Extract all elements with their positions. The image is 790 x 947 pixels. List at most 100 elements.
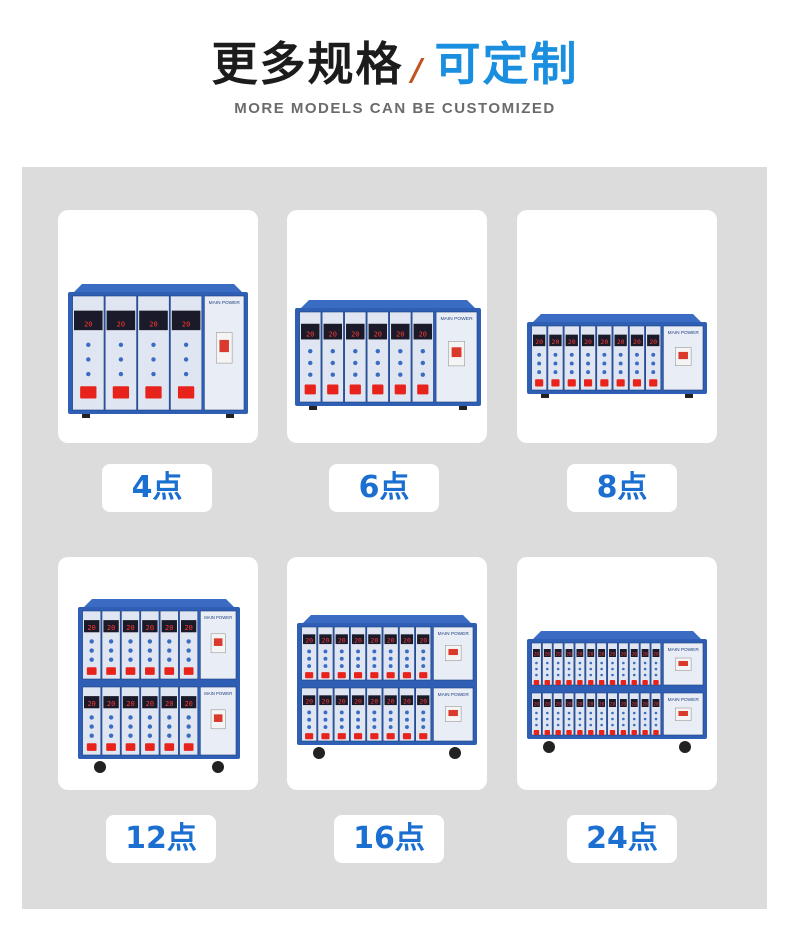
product-grid-panel: 20 20 20 20 MAIN POWER 20 20 20 20 20 20 MAIN POWE… xyxy=(22,167,767,909)
svg-text:20: 20 xyxy=(632,702,638,708)
product-image: 20 20 20 20 20 20 20 20 MAIN POWER xyxy=(517,210,717,443)
svg-text:20: 20 xyxy=(588,652,594,658)
svg-text:20: 20 xyxy=(556,702,562,708)
product-image: 20 20 20 20 20 20 20 20 MAIN POWER 20 20 20 20 20 20 20… xyxy=(287,557,487,790)
controller-module: 20 xyxy=(366,311,389,403)
controller-module: 20 xyxy=(299,311,322,403)
main-power-panel: MAIN POWER xyxy=(435,311,478,403)
svg-text:20: 20 xyxy=(577,652,583,658)
controller-module: 20 xyxy=(607,642,618,686)
controller-module: 20 xyxy=(531,692,542,736)
svg-text:MAIN POWER: MAIN POWER xyxy=(668,330,700,336)
controller-module: 20 xyxy=(574,692,586,736)
controller-module: 20 xyxy=(366,687,383,742)
svg-text:20: 20 xyxy=(617,338,625,346)
svg-text:20: 20 xyxy=(146,624,154,632)
product-card-16[interactable]: 20 20 20 20 20 20 20 20 MAIN POWER 20 20 20 20 20 20 20… xyxy=(287,557,487,790)
svg-text:20: 20 xyxy=(149,321,157,329)
svg-text:20: 20 xyxy=(599,702,605,708)
main-power-panel: MAIN POWER xyxy=(433,687,474,742)
controller-module: 20 xyxy=(82,610,102,680)
product-image: 20 20 20 20 20 20 MAIN POWER xyxy=(287,210,487,443)
cabinet-illustration: 20 20 20 20 20 20 20 20 MAIN POWER 20 20 20 20 20 20 20… xyxy=(297,615,477,759)
product-label-16: 16点 xyxy=(334,815,444,863)
svg-text:20: 20 xyxy=(107,624,115,632)
svg-text:20: 20 xyxy=(568,338,576,346)
product-label-24: 24点 xyxy=(567,815,677,863)
svg-text:MAIN POWER: MAIN POWER xyxy=(204,615,232,620)
page-title: 更多规格 / 可定制 xyxy=(0,28,790,94)
svg-text:20: 20 xyxy=(649,338,657,346)
svg-text:20: 20 xyxy=(305,636,313,644)
svg-text:20: 20 xyxy=(577,702,583,708)
controller-module: 20 xyxy=(415,687,432,742)
svg-text:20: 20 xyxy=(146,700,154,708)
controller-module: 20 xyxy=(333,687,350,742)
svg-text:20: 20 xyxy=(621,652,627,658)
controller-module: 20 xyxy=(137,295,170,411)
controller-module: 20 xyxy=(596,692,607,736)
product-card-4[interactable]: 20 20 20 20 MAIN POWER xyxy=(58,210,258,443)
svg-text:20: 20 xyxy=(642,652,648,658)
cabinet-illustration: 20 20 20 20 20 20 20 20 20 20 20 20 MAIN POWER 20 20 20… xyxy=(527,631,707,753)
svg-text:20: 20 xyxy=(535,338,543,346)
product-label-8: 8点 xyxy=(567,464,677,512)
controller-module: 20 xyxy=(179,610,199,680)
svg-text:20: 20 xyxy=(545,652,551,658)
controller-module: 20 xyxy=(82,686,102,756)
controller-module: 20 xyxy=(121,686,140,756)
controller-module: 20 xyxy=(618,692,629,736)
product-card-24[interactable]: 20 20 20 20 20 20 20 20 20 20 20 20 MAIN POWER 20 20 20… xyxy=(517,557,717,790)
controller-module: 20 xyxy=(179,686,199,756)
svg-text:20: 20 xyxy=(588,702,594,708)
product-card-6[interactable]: 20 20 20 20 20 20 MAIN POWER xyxy=(287,210,487,443)
svg-text:20: 20 xyxy=(642,702,648,708)
main-power-panel: MAIN POWER xyxy=(663,692,704,736)
controller-module: 20 xyxy=(580,325,596,391)
svg-text:20: 20 xyxy=(566,702,572,708)
controller-module: 20 xyxy=(553,692,564,736)
controller-module: 20 xyxy=(389,311,412,403)
svg-text:20: 20 xyxy=(184,624,192,632)
controller-module: 20 xyxy=(618,642,629,686)
page-header: 更多规格 / 可定制 MORE MODELS CAN BE CUSTOMIZED xyxy=(0,0,790,150)
main-power-panel: MAIN POWER xyxy=(433,626,474,681)
svg-text:MAIN POWER: MAIN POWER xyxy=(668,647,700,653)
main-power-panel: MAIN POWER xyxy=(200,686,237,756)
controller-module: 20 xyxy=(317,626,334,681)
controller-module: 20 xyxy=(366,626,383,681)
product-image: 20 20 20 20 20 20 20 20 20 20 20 20 MAIN POWER 20 20 20… xyxy=(517,557,717,790)
controller-module: 20 xyxy=(104,295,137,411)
svg-text:20: 20 xyxy=(403,636,411,644)
title-slash: / xyxy=(411,53,425,88)
main-power-panel: MAIN POWER xyxy=(204,295,245,411)
svg-text:20: 20 xyxy=(653,702,659,708)
svg-text:20: 20 xyxy=(599,652,605,658)
svg-text:20: 20 xyxy=(351,331,359,339)
svg-text:20: 20 xyxy=(329,331,337,339)
controller-module: 20 xyxy=(382,687,399,742)
svg-text:20: 20 xyxy=(322,636,330,644)
product-card-8[interactable]: 20 20 20 20 20 20 20 20 MAIN POWER xyxy=(517,210,717,443)
svg-text:20: 20 xyxy=(107,700,115,708)
svg-text:20: 20 xyxy=(87,624,95,632)
svg-text:20: 20 xyxy=(632,652,638,658)
svg-text:20: 20 xyxy=(165,624,173,632)
product-label-6: 6点 xyxy=(329,464,439,512)
svg-text:20: 20 xyxy=(354,636,362,644)
controller-module: 20 xyxy=(553,642,564,686)
svg-text:20: 20 xyxy=(610,652,616,658)
controller-module: 20 xyxy=(531,642,542,686)
controller-module: 20 xyxy=(574,642,586,686)
svg-text:20: 20 xyxy=(305,697,313,705)
controller-module: 20 xyxy=(650,642,662,686)
controller-module: 20 xyxy=(317,687,334,742)
page-subtitle: MORE MODELS CAN BE CUSTOMIZED xyxy=(234,100,556,117)
controller-module: 20 xyxy=(563,325,580,391)
svg-text:20: 20 xyxy=(396,331,404,339)
main-power-panel: MAIN POWER xyxy=(200,610,237,680)
controller-module: 20 xyxy=(629,692,640,736)
product-card-12[interactable]: 20 20 20 20 20 20 MAIN POWER 20 20 20 20 20 20 MAIN P… xyxy=(58,557,258,790)
controller-module: 20 xyxy=(411,311,434,403)
controller-module: 20 xyxy=(140,610,160,680)
